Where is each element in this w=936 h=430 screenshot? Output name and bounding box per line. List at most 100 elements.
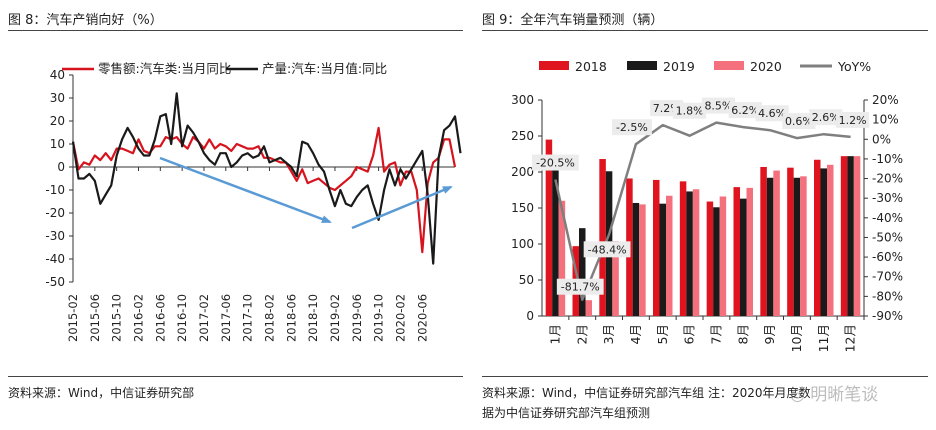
right-x-tick-label: 1月 xyxy=(547,324,562,344)
right-yoy-label-box xyxy=(672,102,707,119)
watermark-text: 明晰笔谈 xyxy=(810,385,879,405)
right-bar-2019-1 xyxy=(552,169,559,316)
right-bar-2019-7 xyxy=(713,207,720,316)
right-yoy-label: 8.5% xyxy=(704,100,732,113)
left-y-tick-label: -20 xyxy=(45,206,65,220)
right-bar-2019-9 xyxy=(766,177,774,316)
right-bar-2019-10 xyxy=(793,177,801,316)
right-x-tick-label: 7月 xyxy=(708,324,723,344)
left-source-rule xyxy=(8,376,463,377)
left-y-tick-label: -10 xyxy=(45,183,65,197)
right-legend-swatch-2018 xyxy=(539,61,569,70)
left-x-tick-label: 2015-02 xyxy=(66,294,80,342)
left-y-tick-label: 30 xyxy=(50,91,65,105)
right-x-tick-label: 10月 xyxy=(789,324,804,352)
right-yoy-label: 4.6% xyxy=(758,107,786,120)
right-bar-2019-6 xyxy=(686,191,693,316)
right-bar-2020-6 xyxy=(692,189,700,316)
left-legend-label-1: 零售额:汽车类:当月同比 xyxy=(98,61,231,76)
left-x-tick-label: 2017-06 xyxy=(219,294,233,342)
left-x-tick-label: 2015-10 xyxy=(110,294,124,342)
left-x-tick-label: 2018-10 xyxy=(306,294,320,342)
right-bar-2020-7 xyxy=(719,196,727,316)
right-bar-2019-5 xyxy=(659,203,666,316)
right-yoy-label: 0.6% xyxy=(785,115,813,128)
left-y-tick-label: 20 xyxy=(50,114,65,128)
left-x-tick-label: 2019-10 xyxy=(372,294,386,342)
right-bar-2020-11 xyxy=(827,164,834,316)
left-x-tick-label: 2020-06 xyxy=(415,294,429,342)
left-y-tick-label: 40 xyxy=(50,68,65,82)
left-legend-label-2: 产量:汽车:当月值:同比 xyxy=(262,61,387,76)
right-x-tick-label: 4月 xyxy=(628,324,643,344)
right-bar-2019-8 xyxy=(740,198,747,316)
right-yoy-label-box xyxy=(556,278,604,295)
right-bar-2019-2 xyxy=(579,228,586,316)
left-x-tick-label: 2018-02 xyxy=(262,294,276,342)
left-x-tick-label: 2019-06 xyxy=(350,294,364,342)
left-y-tick-label: -50 xyxy=(45,275,65,289)
right-y2-tick-label: 10% xyxy=(872,113,899,127)
left-series-line-2 xyxy=(71,92,462,265)
right-bar-2018-9 xyxy=(760,166,767,316)
right-legend-label-yoy: YoY% xyxy=(837,59,871,74)
right-title-rule xyxy=(482,30,928,31)
right-x-tick-label: 3月 xyxy=(601,324,616,344)
right-yoy-label-box xyxy=(583,241,631,258)
right-yoy-label-box xyxy=(701,97,736,114)
right-yoy-label: -20.5% xyxy=(536,157,575,170)
right-yoy-label: -2.5% xyxy=(616,121,648,134)
right-bar-2018-12 xyxy=(840,156,848,316)
left-x-tick-label: 2017-10 xyxy=(241,294,255,342)
right-yoy-label: 1.2% xyxy=(839,114,867,127)
left-y-tick-label: -40 xyxy=(45,252,65,266)
left-x-tick-label: 2015-06 xyxy=(88,294,102,342)
right-bar-2020-5 xyxy=(666,195,673,316)
right-legend-label-2020: 2020 xyxy=(750,59,782,74)
right-bar-2020-3 xyxy=(612,241,619,316)
left-x-tick-label: 2020-02 xyxy=(393,294,407,342)
right-legend-label-2018: 2018 xyxy=(575,59,607,74)
right-yoy-label-box xyxy=(755,105,789,122)
left-title-rule xyxy=(8,30,463,31)
right-bar-2018-3 xyxy=(599,159,606,316)
right-chart-title: 图 9：全年汽车销量预测（辆） xyxy=(482,13,664,28)
right-yoy-label-box xyxy=(532,154,579,171)
left-x-tick-label: 2016-02 xyxy=(131,294,145,342)
right-bar-2018-7 xyxy=(706,201,714,316)
left-source-note: 资料来源：Wind，中信证券研究部 xyxy=(8,386,195,400)
right-y2-tick-label: -10% xyxy=(872,152,903,166)
left-y-tick-label: -30 xyxy=(45,229,65,243)
right-y-tick-label: 300 xyxy=(511,93,534,107)
left-x-tick-label: 2017-02 xyxy=(197,294,211,342)
right-y2-tick-label: -30% xyxy=(872,191,903,205)
right-yoy-label: -81.7% xyxy=(561,281,600,294)
right-bar-2019-11 xyxy=(820,168,827,316)
right-y2-tick-label: -70% xyxy=(872,270,903,284)
right-yoy-label: 2.6% xyxy=(812,111,840,124)
right-y-tick-label: 100 xyxy=(511,237,534,251)
right-yoy-label-box xyxy=(809,109,843,126)
right-y-tick-label: 50 xyxy=(519,273,534,287)
right-bar-2020-2 xyxy=(585,300,592,316)
right-x-tick-label: 11月 xyxy=(816,324,831,352)
right-bar-2020-4 xyxy=(639,204,646,316)
right-legend-swatch-2019 xyxy=(627,61,657,70)
right-legend-label-2019: 2019 xyxy=(663,59,695,74)
right-y-tick-label: 250 xyxy=(511,129,534,143)
right-y-tick-label: 0 xyxy=(526,309,534,323)
right-bar-2018-10 xyxy=(787,167,794,316)
right-bar-2019-12 xyxy=(847,156,854,316)
left-trend-arrow-down xyxy=(159,156,332,224)
right-bar-2020-9 xyxy=(773,170,780,316)
right-source-rule xyxy=(482,376,928,377)
right-bar-2018-8 xyxy=(733,187,740,316)
right-bar-2018-6 xyxy=(679,181,687,316)
right-bar-2020-10 xyxy=(800,176,807,316)
right-x-tick-label: 2月 xyxy=(574,324,589,344)
right-yoy-label: 1.8% xyxy=(676,105,704,118)
left-x-tick-label: 2019-02 xyxy=(328,294,342,342)
right-x-tick-label: 5月 xyxy=(655,324,670,344)
right-y2-tick-label: -50% xyxy=(872,230,903,244)
